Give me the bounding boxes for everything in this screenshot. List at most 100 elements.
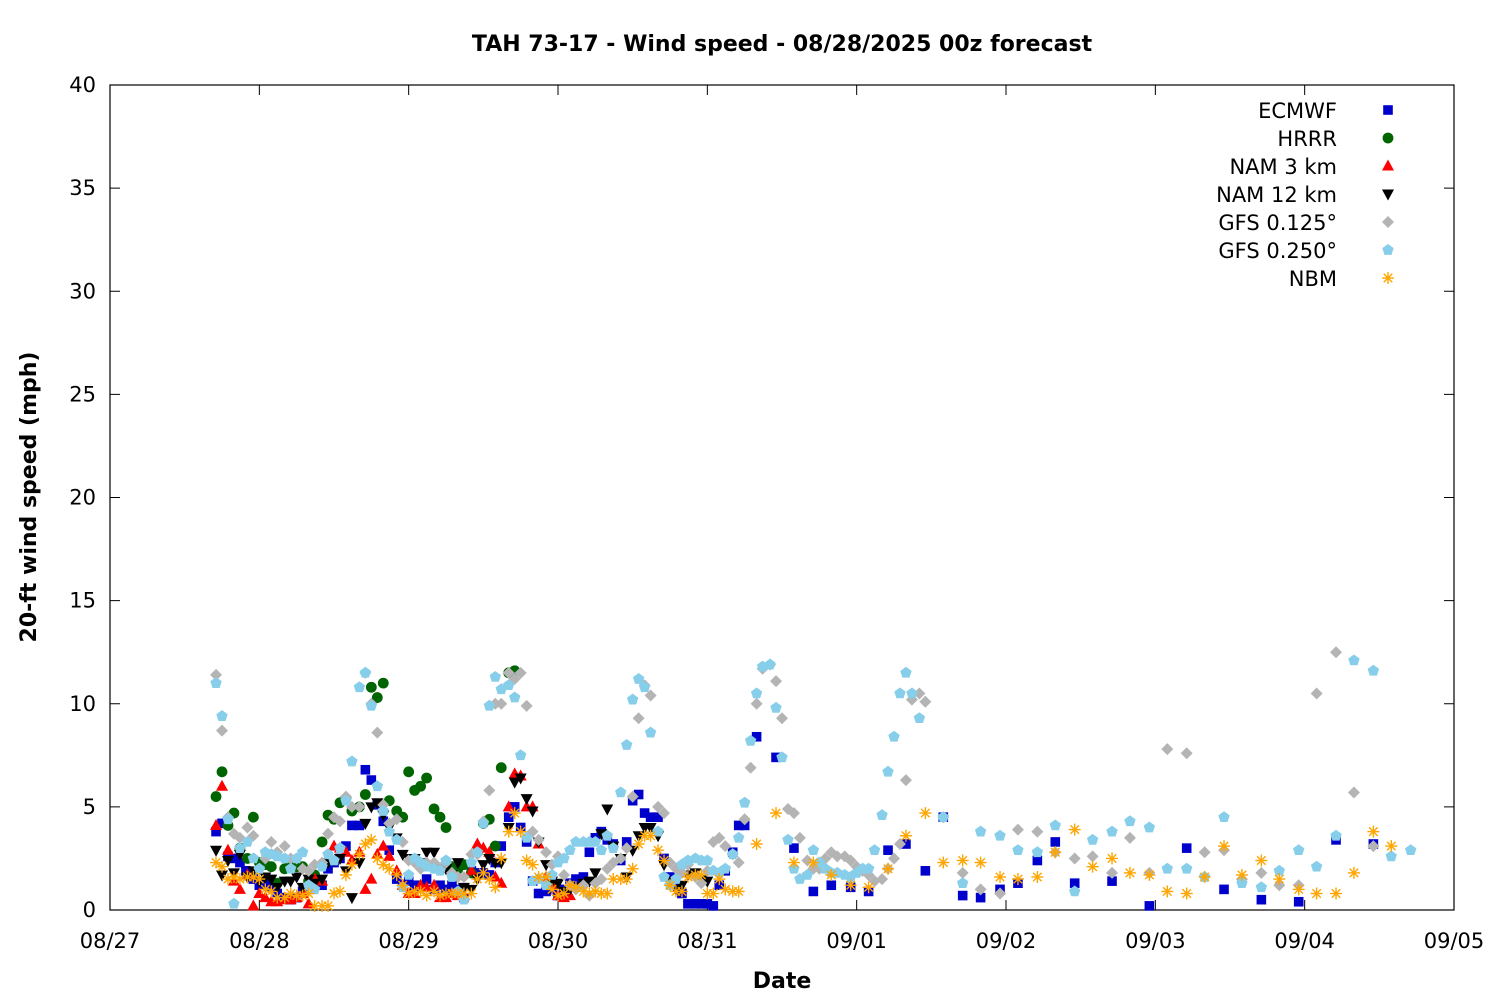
gfs-0-250-point — [1049, 819, 1061, 831]
gfs-0-125-point — [787, 807, 800, 820]
nbm-point — [577, 885, 590, 898]
hrrr-point — [365, 681, 377, 693]
x-tick-label: 08/28 — [229, 929, 290, 953]
gfs-0-250-point — [1255, 881, 1268, 893]
nam-3-km-point — [365, 872, 378, 884]
gfs-0-250-point — [377, 805, 389, 816]
gfs-0-250-point — [353, 681, 366, 693]
ecmwf-point — [702, 899, 713, 909]
nam-12-km-point — [216, 870, 228, 882]
nbm-point — [1310, 887, 1323, 900]
gfs-0-250-point — [644, 726, 657, 738]
nbm-point — [353, 848, 366, 861]
gfs-0-250-point — [589, 835, 602, 847]
nam-3-km-point — [253, 887, 266, 898]
ecmwf-point — [1256, 894, 1267, 905]
nbm-point — [1143, 868, 1156, 881]
nbm-point — [937, 856, 950, 869]
nbm-point — [1031, 871, 1044, 883]
gfs-0-125-point — [241, 821, 254, 834]
gfs-0-125-point — [265, 835, 278, 848]
gfs-0-250-point — [371, 780, 384, 792]
hrrr-point — [359, 789, 371, 800]
ecmwf-point — [639, 808, 650, 818]
gfs-0-125-point — [595, 873, 608, 886]
nbm-point — [770, 807, 783, 820]
ecmwf-point — [1069, 878, 1080, 888]
nbm-point — [396, 879, 409, 892]
gfs-0-125-point — [956, 866, 969, 879]
nbm-point — [862, 881, 875, 894]
nbm-point — [210, 856, 223, 869]
gfs-0-250-point — [868, 844, 881, 856]
nam-12-km-point — [477, 860, 490, 872]
gfs-0-125-point — [1011, 823, 1024, 836]
gfs-0-250-point — [279, 852, 291, 864]
gfs-0-250-point — [632, 673, 645, 684]
x-tick-label: 08/31 — [677, 929, 738, 953]
gfs-0-250-point — [334, 842, 346, 853]
gfs-0-250-point — [316, 860, 328, 872]
ecmwf-point — [354, 820, 365, 831]
y-tick-label: 30 — [69, 279, 96, 303]
nam-12-km-point — [552, 878, 564, 890]
gfs-0-250-point — [503, 679, 515, 691]
gfs-0-250-point — [508, 691, 521, 703]
gfs-0-250-point — [1086, 833, 1099, 845]
gfs-0-250-point — [894, 687, 906, 699]
nbm-point — [825, 868, 838, 881]
ecmwf-point — [1107, 876, 1117, 886]
ecmwf-point — [533, 888, 544, 899]
nam-12-km-point — [221, 856, 234, 867]
nam-12-km-point — [514, 773, 527, 785]
nam-3-km-point — [359, 882, 372, 894]
gfs-0-125-point — [457, 871, 470, 883]
gfs-0-125-point — [502, 666, 515, 679]
ecmwf-point — [435, 880, 445, 891]
gfs-0-250-point — [1367, 664, 1380, 676]
nam-12-km-point — [316, 874, 329, 886]
nbm-point — [807, 856, 820, 869]
gfs-0-250-point — [1124, 815, 1136, 827]
gfs-0-250-point — [402, 868, 415, 880]
gfs-0-125-point — [557, 868, 570, 881]
x-tick-label: 09/05 — [1424, 929, 1485, 953]
y-tick-label: 15 — [69, 589, 96, 613]
nbm-point — [675, 885, 688, 898]
gfs-0-250-point — [782, 833, 794, 845]
x-axis-label: Date — [753, 969, 812, 994]
nbm-point — [681, 871, 694, 883]
nbm-point — [216, 860, 228, 873]
gfs-0-250-point — [247, 852, 260, 864]
gfs-0-250-point — [652, 825, 664, 837]
nbm-point — [1255, 854, 1268, 867]
gfs-0-125-point — [750, 697, 763, 710]
hrrr-point — [403, 766, 415, 778]
gfs-0-250-point — [1273, 864, 1285, 876]
ecmwf-point — [409, 880, 420, 891]
hrrr-point — [265, 861, 277, 873]
hrrr-point — [434, 811, 446, 823]
nam-12-km-point — [210, 845, 223, 857]
gfs-0-125-point — [738, 813, 751, 826]
ecmwf-point — [975, 892, 986, 903]
gfs-0-125-point — [302, 864, 315, 877]
gfs-0-125-point — [620, 842, 633, 855]
gfs-0-250-point — [1012, 844, 1024, 856]
ecmwf-point — [883, 845, 893, 855]
ecmwf-point — [708, 901, 719, 911]
nbm-point — [1292, 883, 1305, 896]
gfs-0-125-point — [893, 838, 906, 850]
gfs-0-125-point — [876, 873, 889, 886]
ecmwf-point — [229, 853, 239, 864]
gfs-0-250-point — [1404, 844, 1417, 856]
gfs-0-125-point — [1180, 747, 1193, 760]
gfs-0-125-point — [664, 856, 676, 869]
gfs-0-250-point — [1031, 846, 1044, 858]
gfs-0-125-point — [831, 850, 844, 863]
gfs-0-250-point — [658, 871, 670, 882]
nbm-point — [658, 854, 671, 867]
ecmwf-point — [509, 802, 520, 812]
nbm-point — [365, 833, 378, 846]
nbm-point — [390, 868, 403, 881]
